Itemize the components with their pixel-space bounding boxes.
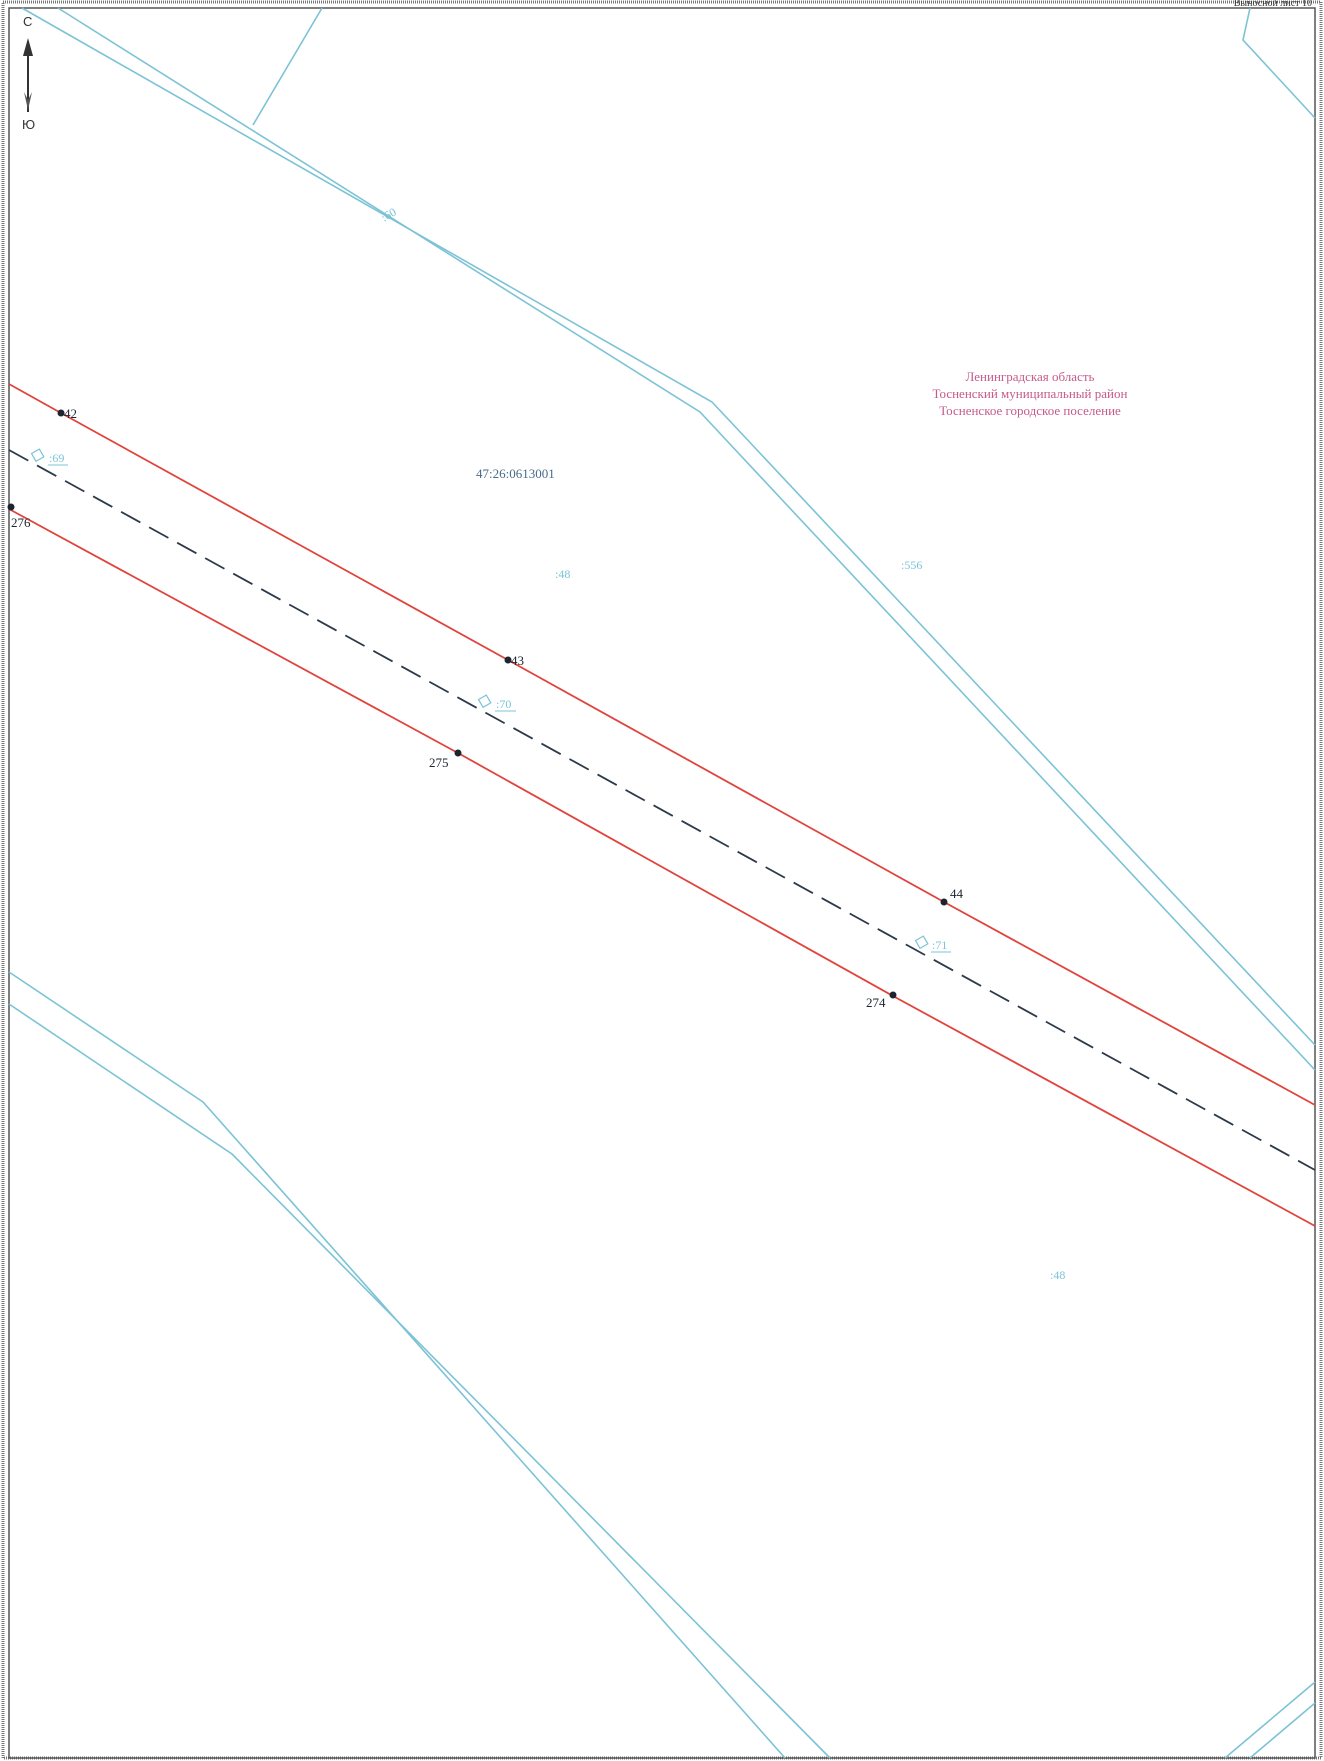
tagged-parcel-labels: :69 :70 :71: [30, 448, 951, 953]
north-arrow: С Ю: [22, 14, 35, 132]
compass-north-label: С: [23, 14, 32, 29]
parcel-48-label-upper: :48: [555, 567, 570, 581]
survey-points: 42 43 44 276 275 274: [7, 406, 964, 1010]
parcel-edge-top-right: [1242, 7, 1316, 119]
compass-south-label: Ю: [22, 117, 35, 132]
parcel-60-label: :60: [378, 205, 398, 225]
boundary-line-south: [8, 508, 1316, 1227]
point-275-marker: [454, 749, 462, 757]
point-274-marker: [889, 991, 897, 999]
cadastral-block-number: 47:26:0613001: [476, 466, 555, 481]
region-line-3: Тосненское городское поселение: [939, 403, 1121, 418]
point-274-label: 274: [866, 995, 886, 1010]
parcel-60-edge-a: [21, 7, 1316, 1046]
boundary-line-north: [8, 383, 1316, 1106]
parcel-boundaries: [8, 7, 1316, 1759]
parcel-edge-top: [252, 7, 323, 126]
parcel-edge-bottom-right-b: [1249, 1702, 1316, 1759]
parcel-556-label: :556: [901, 558, 922, 572]
tagged-parcel-70: :70: [477, 694, 516, 712]
easement-boundaries: [8, 383, 1316, 1227]
parcel-edge-lower-a: [8, 971, 786, 1759]
tag-71-label: :71: [932, 938, 947, 952]
parcel-48-label-lower: :48: [1050, 1268, 1065, 1282]
map-frame-inner: [8, 7, 1316, 1759]
parcel-edge-lower-b: [8, 1003, 831, 1759]
point-275-label: 275: [429, 755, 449, 770]
point-43-marker: [504, 656, 512, 664]
compass-arrow-tail-icon: [24, 92, 32, 110]
point-42-label: 42: [64, 406, 77, 421]
tag-70-label: :70: [496, 697, 511, 711]
region-line-2: Тосненский муниципальный район: [933, 386, 1128, 401]
tag-70-icon: [477, 694, 492, 709]
tag-71-icon: [914, 935, 929, 950]
parcel-labels: :60 :48 :556 :48: [378, 205, 1065, 1282]
point-276-label: 276: [11, 515, 31, 530]
tagged-parcel-69: :69: [30, 448, 68, 466]
sheet-label: Выносной лист 10: [1234, 0, 1312, 9]
region-line-1: Ленинградская область: [966, 369, 1095, 384]
parcel-60-edge-b: [57, 7, 1316, 1071]
point-44-label: 44: [950, 886, 964, 901]
point-276-marker: [7, 503, 15, 511]
tagged-parcel-71: :71: [914, 935, 951, 953]
tag-69-label: :69: [49, 451, 64, 465]
point-43-label: 43: [511, 653, 524, 668]
tag-69-icon: [30, 448, 45, 463]
region-label: Ленинградская область Тосненский муницип…: [933, 369, 1128, 418]
point-42-marker: [57, 409, 65, 417]
compass-arrow-head-icon: [23, 38, 33, 56]
axis-line: [8, 449, 1316, 1171]
parcel-edge-bottom-right-a: [1224, 1681, 1316, 1759]
point-44-marker: [940, 898, 948, 906]
